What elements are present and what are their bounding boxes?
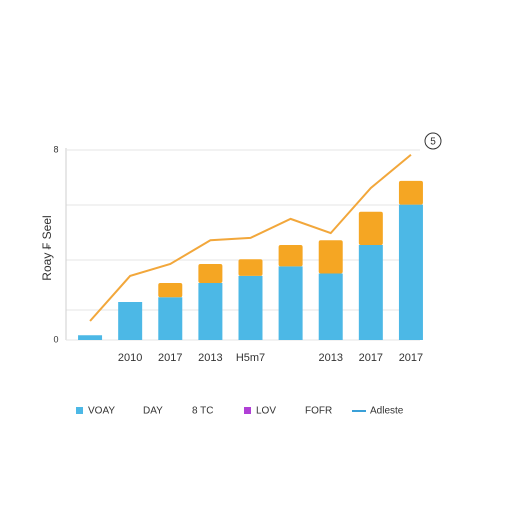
bar: [318, 240, 343, 274]
x-tick-label: 2013: [198, 352, 222, 364]
x-tick-label: 2017: [158, 352, 182, 364]
bar: [158, 297, 183, 340]
x-tick-label: 2017: [399, 352, 423, 364]
bar: [238, 259, 263, 276]
bar: [318, 273, 343, 340]
bar: [78, 335, 103, 340]
bar: [358, 211, 383, 245]
bar: [358, 245, 383, 340]
bar: [398, 180, 423, 205]
x-tick-label: 2010: [118, 352, 142, 364]
y-axis-label: Roay ₣ Seel: [40, 215, 54, 280]
x-tick-label: 2017: [359, 352, 383, 364]
x-tick-label: H5m7: [236, 352, 265, 364]
y-tick-label: 8: [53, 144, 58, 154]
line: [89, 153, 412, 322]
y-tick-label: 0: [53, 334, 58, 344]
legend-marker: [244, 407, 251, 414]
annotation-circle: [424, 132, 442, 150]
bar: [198, 264, 223, 283]
legend-label: VOAY: [88, 406, 115, 417]
legend-label: Adleste: [370, 406, 404, 417]
bar: [398, 204, 423, 340]
x-tick-label: 2013: [318, 352, 342, 364]
bar: [238, 275, 263, 340]
legend-label: FOFR: [305, 406, 332, 417]
bar: [278, 245, 303, 267]
annotation: 5: [430, 137, 436, 148]
bar: [198, 283, 223, 340]
bar: [158, 283, 183, 298]
legend-label: 8 TC: [192, 406, 214, 417]
legend-label: DAY: [143, 406, 163, 417]
bar: [118, 302, 143, 340]
legend-label: LOV: [256, 406, 276, 417]
bar: [278, 266, 303, 340]
legend-marker: [76, 407, 83, 414]
